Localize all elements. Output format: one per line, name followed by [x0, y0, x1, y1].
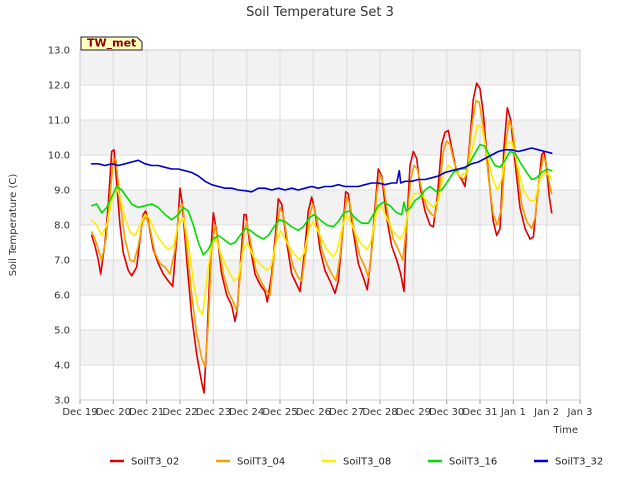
- chart-title: Soil Temperature Set 3: [246, 5, 394, 20]
- x-tick-label: Dec 20: [96, 407, 131, 418]
- background-band: [80, 85, 580, 120]
- y-tick-label: 3.0: [54, 396, 70, 407]
- y-tick-label: 4.0: [54, 361, 70, 372]
- x-tick-label: Dec 26: [296, 407, 331, 418]
- background-band: [80, 260, 580, 295]
- series-line-soilt3_04: [90, 99, 553, 368]
- background-band: [80, 225, 580, 260]
- legend: SoilT3_02 SoilT3_04 SoilT3_08 SoilT3_16 Soil…: [110, 457, 603, 468]
- legend-label-soilt3_32: SoilT3_32: [555, 457, 603, 468]
- background-band: [80, 155, 580, 190]
- x-tick-label: Jan 1: [500, 407, 526, 418]
- x-tick-label: Dec 21: [129, 407, 164, 418]
- y-tick-label: 10.0: [48, 151, 70, 162]
- y-tick-label: 13.0: [48, 46, 70, 57]
- x-tick-label: Dec 23: [196, 407, 231, 418]
- x-tick-label: Dec 27: [329, 407, 364, 418]
- y-tick-label: 5.0: [54, 326, 70, 337]
- x-tick-label: Dec 28: [362, 407, 397, 418]
- series-line-soilt3_16: [90, 143, 553, 256]
- y-tick-label: 8.0: [54, 221, 70, 232]
- y-axis-label: Soil Temperature (C): [8, 174, 19, 277]
- x-tick-label: Dec 30: [429, 407, 464, 418]
- legend-label-soilt3_04: SoilT3_04: [237, 457, 285, 468]
- x-tick-label: Jan 3: [567, 407, 593, 418]
- station-badge-label: TW_met: [87, 37, 136, 50]
- background-band: [80, 365, 580, 400]
- x-tick-label: Dec 24: [229, 407, 264, 418]
- legend-label-soilt3_16: SoilT3_16: [449, 457, 497, 468]
- station-badge: TW_met: [80, 36, 143, 51]
- y-axis-ticks: 3.0 4.0 5.0 6.0 7.0 8.0 9.0 10.0 11.0 12.0 13.0: [48, 46, 70, 407]
- x-tick-label: Dec 29: [396, 407, 431, 418]
- station-badge-box: [80, 36, 143, 51]
- plot-background-bands: [80, 50, 580, 400]
- background-band: [80, 295, 580, 330]
- background-band: [80, 190, 580, 225]
- y-tick-label: 11.0: [48, 116, 70, 127]
- x-tick-label: Jan 2: [533, 407, 559, 418]
- y-tick-label: 6.0: [54, 291, 70, 302]
- x-tick-label: Dec 25: [262, 407, 297, 418]
- background-band: [80, 330, 580, 365]
- plot-area-frame: [79, 49, 581, 401]
- series-lines: [90, 82, 553, 394]
- legend-label-soilt3_02: SoilT3_02: [131, 457, 179, 468]
- y-tick-label: 9.0: [54, 186, 70, 197]
- series-line-soilt3_08: [90, 124, 553, 316]
- x-axis-label: Time: [553, 425, 578, 436]
- background-band: [80, 50, 580, 85]
- y-tick-label: 7.0: [54, 256, 70, 267]
- background-band: [80, 120, 580, 155]
- x-tick-label: Dec 19: [62, 407, 97, 418]
- series-line-soilt3_32: [90, 147, 553, 193]
- x-tick-label: Dec 22: [162, 407, 197, 418]
- y-tick-label: 12.0: [48, 81, 70, 92]
- x-tick-label: Dec 31: [462, 407, 497, 418]
- legend-label-soilt3_08: SoilT3_08: [343, 457, 391, 468]
